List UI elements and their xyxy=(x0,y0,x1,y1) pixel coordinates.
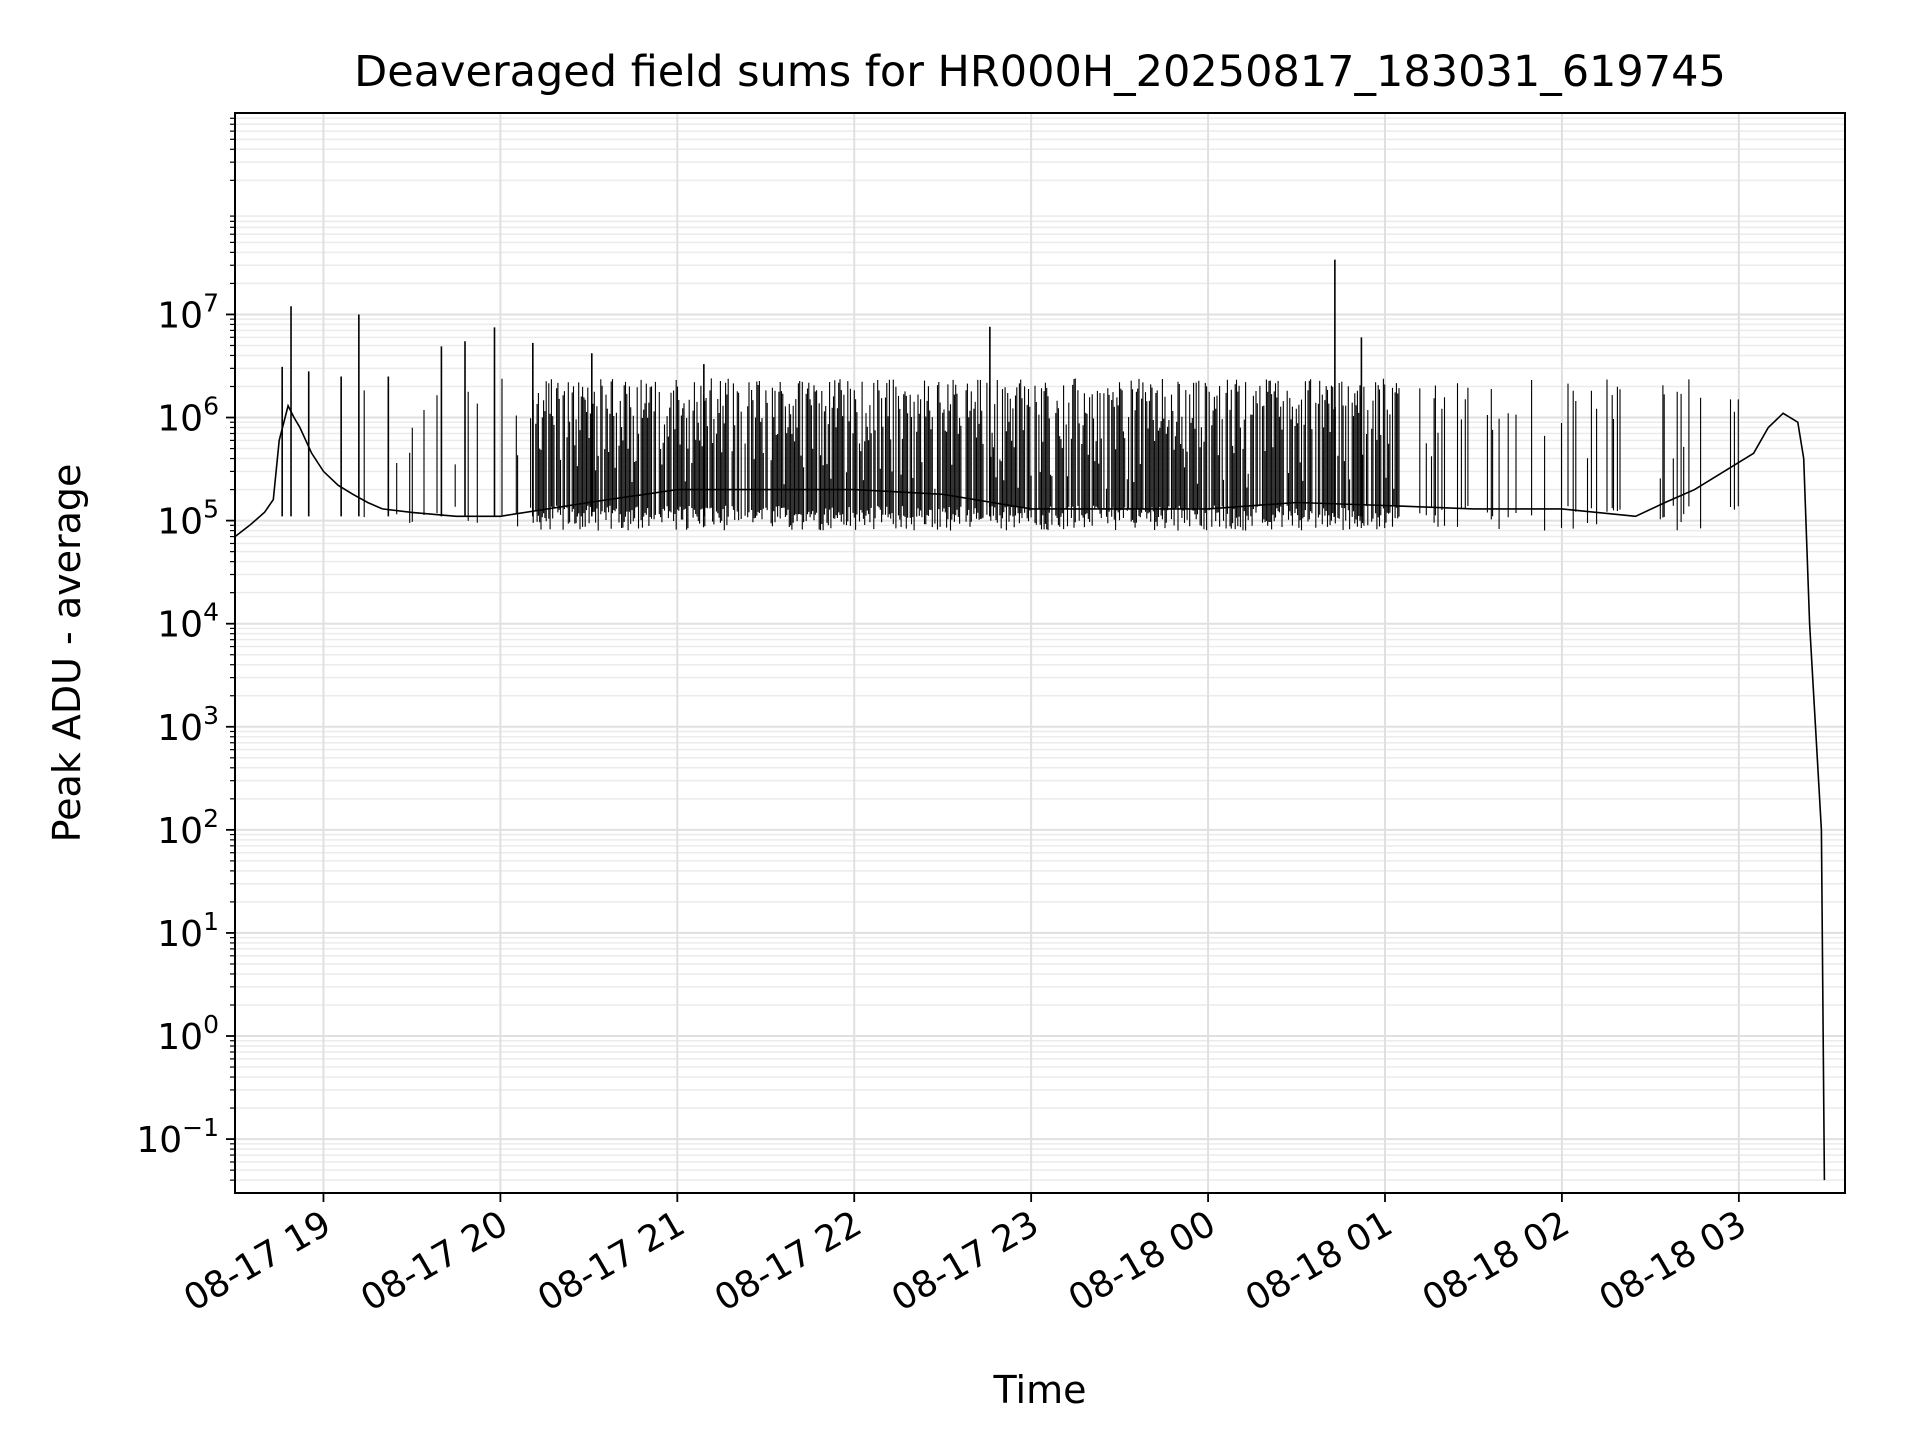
y-tick-label: 101 xyxy=(157,907,219,955)
y-tick-label: 106 xyxy=(157,392,219,440)
y-tick-label: 10−1 xyxy=(136,1113,219,1161)
x-axis-label: Time xyxy=(993,1368,1087,1412)
chart-title: Deaveraged field sums for HR000H_2025081… xyxy=(354,47,1726,97)
y-tick-label: 105 xyxy=(157,495,219,543)
y-tick-label: 107 xyxy=(157,288,219,336)
y-tick-label: 100 xyxy=(157,1010,219,1058)
grid xyxy=(235,113,1845,1193)
y-tick-label: 104 xyxy=(157,598,219,646)
data-layer xyxy=(234,259,1826,1181)
y-axis-label: Peak ADU - average xyxy=(45,464,89,843)
plot-frame xyxy=(234,112,1846,1194)
spike-band xyxy=(363,378,1739,531)
y-tick-label: 102 xyxy=(157,804,219,852)
y-tick-label: 103 xyxy=(157,701,219,749)
